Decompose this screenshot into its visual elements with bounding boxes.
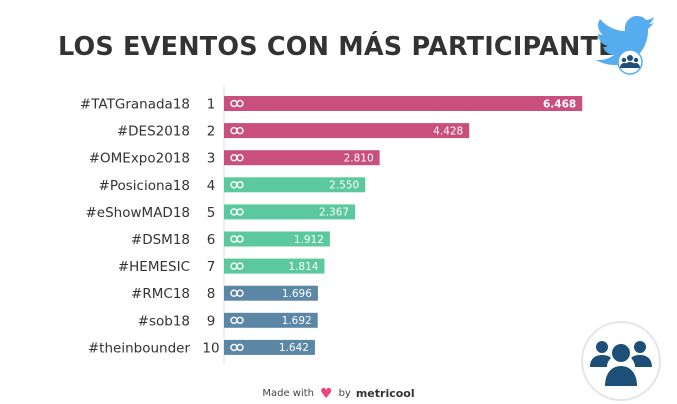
link-ring bbox=[236, 153, 244, 162]
rank-label: 5 bbox=[207, 205, 216, 221]
link-icon bbox=[230, 316, 244, 324]
link-icon bbox=[230, 208, 244, 216]
value-label: 2.810 bbox=[344, 153, 374, 165]
people-group-icon bbox=[581, 321, 661, 401]
rank-label: 8 bbox=[207, 286, 216, 302]
bar bbox=[224, 339, 315, 355]
twitter-bird-icon bbox=[596, 16, 656, 75]
category-label: #theinbounder bbox=[88, 340, 191, 356]
bar bbox=[224, 285, 318, 301]
link-ring bbox=[236, 289, 244, 297]
link-ring bbox=[236, 316, 244, 324]
bar bbox=[224, 258, 325, 274]
value-label: 1.814 bbox=[288, 261, 318, 273]
link-icon bbox=[230, 181, 244, 189]
category-label: #eShowMAD18 bbox=[86, 205, 191, 221]
bar bbox=[224, 96, 583, 111]
bar bbox=[224, 312, 318, 328]
link-icon bbox=[230, 343, 244, 352]
rank-label: 1 bbox=[207, 97, 216, 113]
category-label: #OMExpo2018 bbox=[89, 151, 190, 167]
category-label: #DSM18 bbox=[131, 232, 190, 248]
value-label: 2.367 bbox=[319, 207, 349, 219]
bar bbox=[224, 123, 470, 139]
value-label: 1.692 bbox=[282, 315, 312, 327]
footer: Made with ♥ by metricool bbox=[0, 385, 677, 402]
by-label: by bbox=[338, 388, 351, 399]
value-label: 1.642 bbox=[279, 342, 309, 354]
link-icon bbox=[230, 289, 244, 297]
link-ring bbox=[236, 343, 244, 352]
made-with-label: Made with bbox=[262, 388, 315, 399]
link-ring bbox=[236, 99, 244, 108]
category-label: #HEMESIC bbox=[118, 259, 190, 275]
bar bbox=[224, 150, 380, 166]
bar bbox=[224, 177, 366, 193]
link-ring bbox=[236, 235, 244, 243]
link-ring bbox=[236, 126, 244, 135]
value-label: 4.428 bbox=[433, 125, 463, 137]
link-icon bbox=[230, 126, 244, 135]
rank-label: 9 bbox=[207, 313, 216, 329]
heart-icon: ♥ bbox=[320, 385, 333, 402]
rank-label: 10 bbox=[202, 340, 219, 356]
value-label: 1.696 bbox=[282, 288, 312, 300]
link-icon bbox=[230, 235, 244, 243]
category-label: #TATGranada18 bbox=[80, 97, 190, 113]
brand-name: metricool bbox=[355, 387, 415, 400]
category-label: #sob18 bbox=[138, 313, 190, 329]
value-label: 2.550 bbox=[329, 180, 359, 192]
value-label: 1.912 bbox=[294, 234, 324, 246]
link-ring bbox=[236, 262, 244, 270]
rank-label: 6 bbox=[207, 232, 216, 248]
link-icon bbox=[230, 153, 244, 162]
bar bbox=[224, 204, 356, 220]
people-icon-small bbox=[620, 55, 640, 68]
rank-label: 3 bbox=[207, 151, 216, 167]
rank-label: 7 bbox=[207, 259, 216, 275]
link-ring bbox=[236, 208, 244, 216]
link-icon bbox=[230, 99, 244, 108]
bar bbox=[224, 231, 330, 247]
category-label: #DES2018 bbox=[117, 124, 190, 140]
rank-label: 4 bbox=[207, 178, 216, 194]
link-icon bbox=[230, 262, 244, 270]
rank-label: 2 bbox=[207, 124, 216, 140]
chart-title: LOS EVENTOS CON MÁS PARTICIPANTES bbox=[58, 32, 635, 62]
value-label: 6.468 bbox=[543, 98, 576, 110]
category-label: #RMC18 bbox=[131, 286, 190, 302]
category-label: #Posiciona18 bbox=[99, 178, 190, 194]
link-ring bbox=[236, 181, 244, 189]
